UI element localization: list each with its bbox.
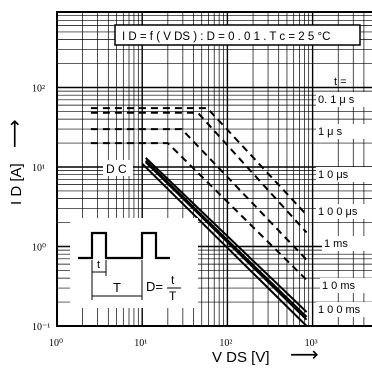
tick-labels: 10⁰ 10¹ 10² 10³ 10⁻¹ 10⁰ 10¹ 10² <box>32 84 318 350</box>
series-line <box>90 128 308 261</box>
inset-D-label: D= <box>146 279 163 294</box>
y-axis-label: I D [A] <box>8 163 25 205</box>
title-box <box>114 24 361 46</box>
y-tick-label: 10⁻¹ <box>32 322 50 333</box>
series-label-bg <box>316 124 372 139</box>
y-tick-label: 10¹ <box>32 163 45 174</box>
series-labels: t = 0. 1 μ s 1 μ s 1 0 μs 1 0 0 μs 1 ms 1 0 ms… <box>103 76 372 317</box>
pulse-inset: t T D= t T <box>70 218 198 308</box>
x-tick-label: 10⁰ <box>49 338 63 349</box>
series-label: 1 0 0 μs <box>318 206 358 218</box>
dc-label: D C <box>106 162 127 176</box>
series-label: 1 0 0 ms <box>318 304 361 316</box>
series-label-bg <box>316 302 372 317</box>
y-tick-label: 10⁰ <box>32 243 46 254</box>
inset-t-label: t <box>97 259 100 271</box>
series-line <box>90 142 308 281</box>
series-label-bg <box>316 92 372 107</box>
series-line <box>145 157 308 313</box>
series-label: 1 ms <box>324 238 348 250</box>
series-line <box>145 161 308 321</box>
x-axis-label: V DS [V] <box>212 349 270 366</box>
pulse-waveform <box>78 231 170 260</box>
series-label-header: t = <box>334 76 347 88</box>
x-tick-label: 10² <box>219 338 232 349</box>
series-label: 1 0 ms <box>322 280 356 292</box>
series-label: 0. 1 μ s <box>318 94 355 106</box>
series-line <box>141 162 308 327</box>
x-tick-label: 10¹ <box>134 338 147 349</box>
series-line <box>90 107 308 216</box>
series-label-bg <box>322 236 372 251</box>
inset-T-label: T <box>113 280 121 295</box>
plot-frame <box>56 11 372 327</box>
y-tick-label: 10² <box>32 84 45 95</box>
series-label-bg <box>316 167 372 182</box>
series-label: 1 μ s <box>318 126 343 138</box>
x-tick-label: 10³ <box>305 338 318 349</box>
series-label-bg <box>320 278 372 293</box>
y-axis-arrow: ⟶ <box>2 119 26 148</box>
series-label-bg <box>316 204 372 219</box>
x-axis-arrow: ⟶ <box>290 342 319 366</box>
inset-frac-den: T <box>169 289 177 303</box>
curves <box>90 107 308 327</box>
series-line <box>145 159 308 318</box>
chart-title: I D = f ( V DS ) : D = 0 . 0 1 . T c = 2… <box>122 31 330 43</box>
inset-frac-num: t <box>171 273 175 287</box>
series-label: 1 0 μs <box>318 169 349 181</box>
dc-label-bg <box>103 160 133 176</box>
